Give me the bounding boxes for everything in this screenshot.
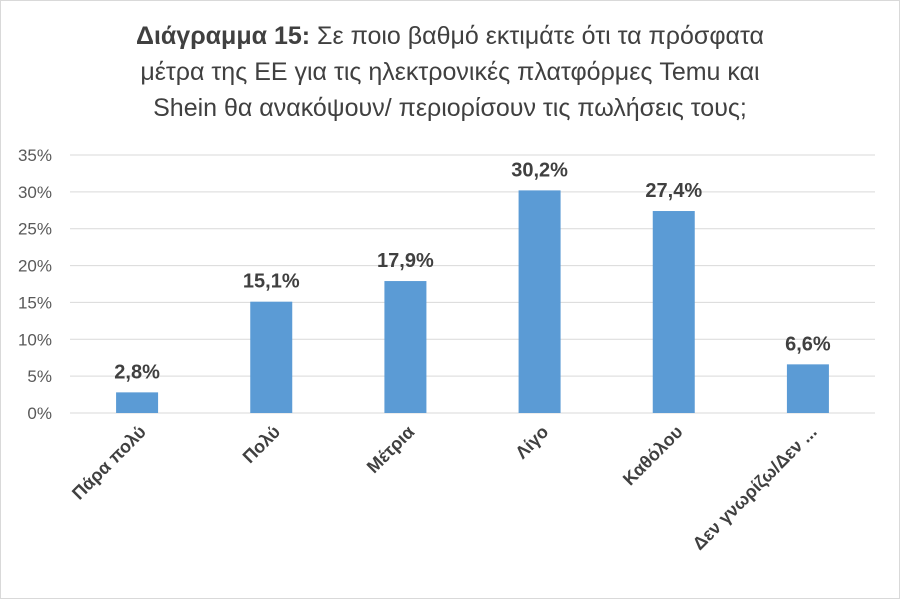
category-label: Καθόλου: [619, 422, 687, 490]
data-label: 27,4%: [645, 180, 702, 202]
title-line-2: μέτρα της ΕΕ για τις ηλεκτρονικές πλατφό…: [140, 58, 760, 86]
data-labels: 2,8% 15,1% 17,9% 30,2% 27,4% 6,6%: [114, 159, 831, 383]
data-label: 17,9%: [377, 250, 434, 272]
y-tick-label: 5%: [27, 367, 52, 386]
bar: [384, 281, 427, 413]
title-bold: Διάγραμμα 15:: [136, 22, 311, 50]
category-label: Δεν γνωρίζω/Δεν ...: [689, 422, 822, 555]
y-tick-label: 25%: [18, 220, 52, 239]
data-label: 30,2%: [511, 159, 568, 181]
title-line-3: Shein θα ανακόψουν/ περιορίσουν τις πωλή…: [153, 94, 747, 122]
data-label: 15,1%: [243, 271, 300, 293]
y-tick-label: 0%: [27, 404, 52, 423]
bar: [250, 301, 293, 413]
bar: [652, 211, 695, 413]
bars: [116, 190, 829, 413]
y-tick-label: 35%: [18, 146, 52, 165]
grid-lines: [70, 154, 875, 414]
category-label: Λίγο: [511, 422, 552, 463]
data-label: 6,6%: [785, 333, 831, 355]
y-tick-label: 15%: [18, 293, 52, 312]
y-tick-label: 10%: [18, 330, 52, 349]
title-line-1: Σε ποιο βαθμό εκτιμάτε ότι τα πρόσφατα: [317, 22, 764, 50]
chart-title: Διάγραμμα 15: Σε ποιο βαθμό εκτιμάτε ότι…: [40, 18, 860, 126]
category-labels: Πάρα πολύ Πολύ Μέτρια Λίγο Καθόλου Δεν γνωρίζ…: [68, 422, 821, 555]
category-label: Πολύ: [239, 422, 284, 467]
y-axis-ticks: 0% 5% 10% 15% 20% 25% 30% 35%: [18, 146, 52, 423]
bar: [518, 190, 561, 413]
category-label: Πάρα πολύ: [68, 422, 150, 504]
bar: [786, 364, 829, 413]
category-label: Μέτρια: [363, 422, 418, 477]
data-label: 2,8%: [114, 361, 160, 383]
bar: [116, 392, 159, 413]
y-tick-label: 30%: [18, 183, 52, 202]
y-tick-label: 20%: [18, 257, 52, 276]
